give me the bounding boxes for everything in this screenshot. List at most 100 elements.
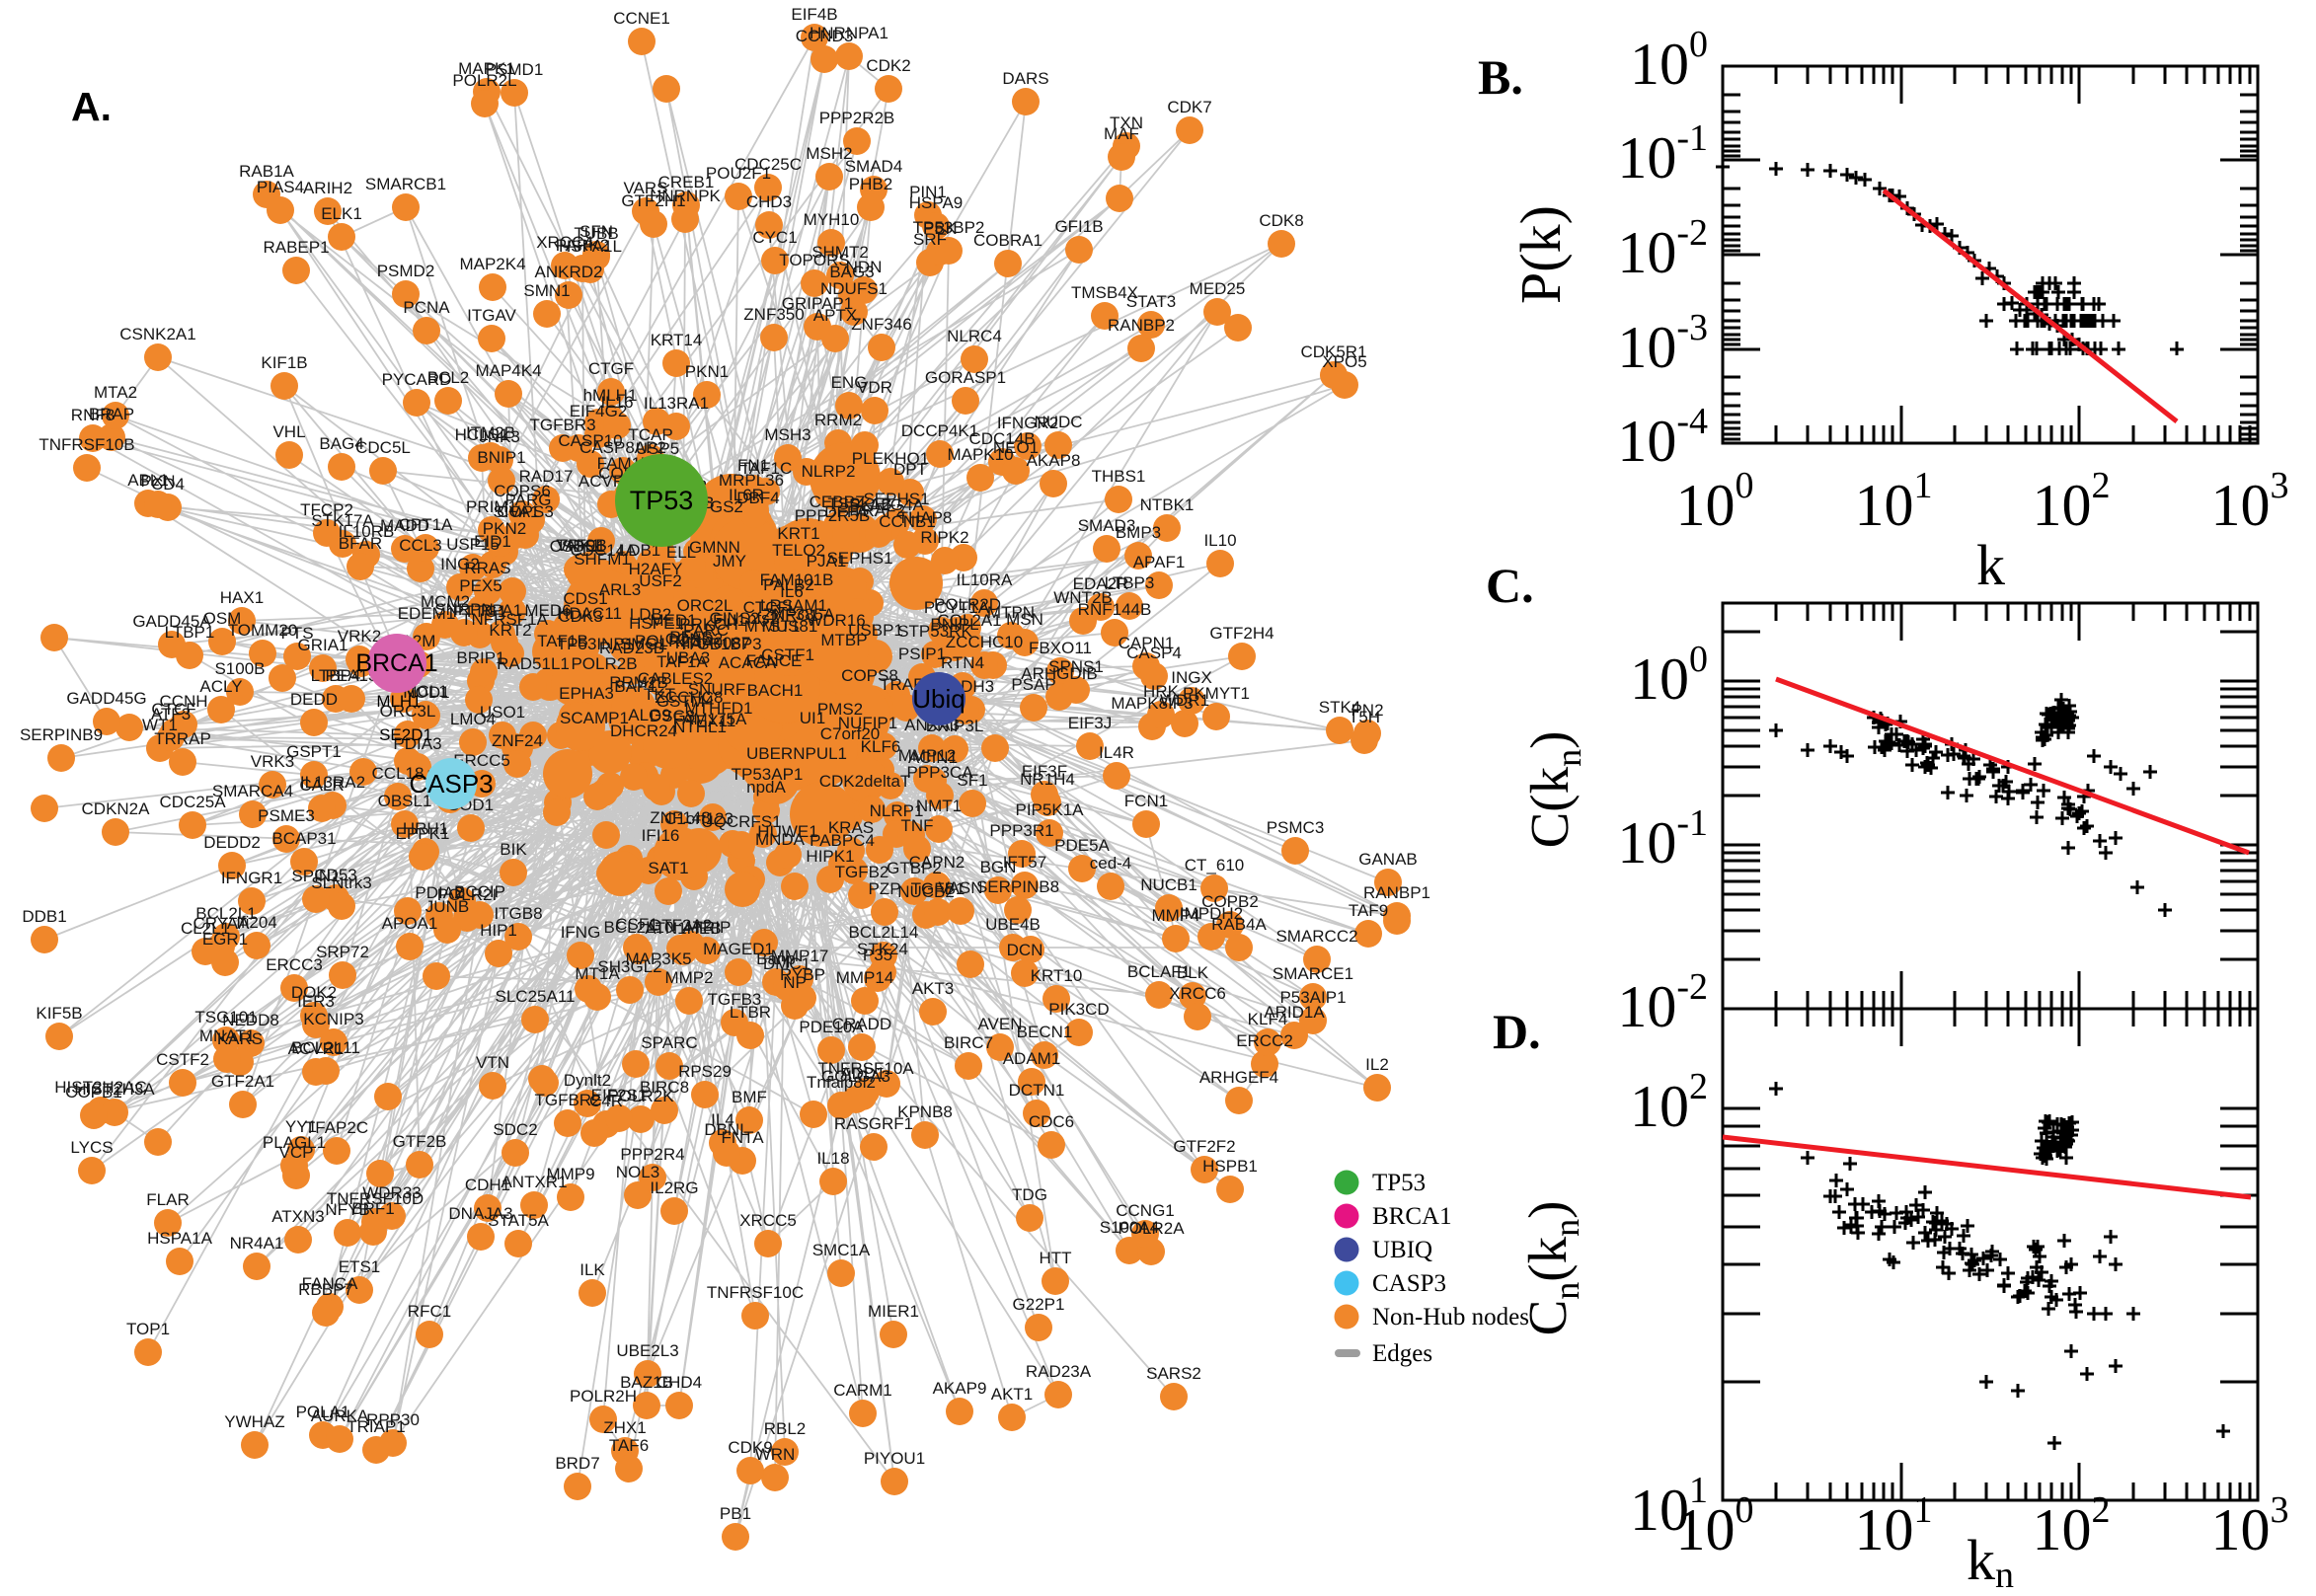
svg-text:PARG: PARG [505, 491, 552, 509]
svg-text:DEDD: DEDD [290, 690, 338, 709]
svg-text:IMPDH2: IMPDH2 [1180, 904, 1243, 923]
svg-text:KIAA0087: KIAA0087 [675, 634, 751, 652]
svg-text:PDE5A: PDE5A [1054, 836, 1110, 855]
svg-text:AKT1: AKT1 [991, 1385, 1034, 1404]
svg-text:TGFB1: TGFB1 [911, 879, 965, 898]
svg-text:WT1: WT1 [142, 716, 178, 734]
svg-text:IL4R: IL4R [1099, 743, 1134, 762]
svg-text:DEDD2: DEDD2 [203, 833, 261, 852]
svg-text:MMP9: MMP9 [546, 1165, 594, 1183]
svg-text:P(k): P(k) [1508, 205, 1573, 304]
svg-text:PKN1: PKN1 [685, 362, 729, 381]
svg-text:IL6R: IL6R [729, 486, 764, 504]
svg-text:PLEKHO1: PLEKHO1 [852, 449, 929, 468]
svg-text:COL2A1: COL2A1 [937, 611, 1001, 630]
svg-text:RTN4: RTN4 [941, 653, 984, 672]
svg-text:NOL3: NOL3 [616, 1163, 659, 1181]
svg-text:EPPK1: EPPK1 [396, 824, 450, 843]
svg-text:WNT2B: WNT2B [1053, 588, 1113, 607]
svg-text:UI1: UI1 [800, 709, 825, 727]
svg-text:TRAF2: TRAF2 [852, 501, 905, 520]
svg-text:npdA: npdA [746, 778, 786, 797]
svg-text:NLRP1: NLRP1 [870, 801, 924, 820]
svg-text:PSMC3: PSMC3 [1267, 818, 1325, 837]
svg-text:POLR2L: POLR2L [452, 71, 516, 90]
svg-text:CDC5L: CDC5L [355, 438, 411, 457]
svg-text:ETS1: ETS1 [339, 1257, 381, 1276]
svg-text:TGFBR2: TGFBR2 [534, 1091, 600, 1109]
svg-text:IFI16: IFI16 [642, 826, 680, 845]
svg-text:FANCA: FANCA [302, 1274, 358, 1293]
svg-text:TMSB4X: TMSB4X [1071, 283, 1138, 302]
svg-text:IL13RA1: IL13RA1 [644, 394, 709, 413]
svg-text:PSIP1: PSIP1 [898, 645, 946, 663]
svg-text:GTF2H4: GTF2H4 [1209, 624, 1274, 643]
svg-text:NP: NP [783, 973, 807, 992]
svg-text:PLAGL1: PLAGL1 [263, 1133, 326, 1152]
svg-text:IL6: IL6 [780, 582, 804, 601]
svg-text:PALB2: PALB2 [763, 575, 814, 594]
svg-text:CDK9: CDK9 [728, 1438, 772, 1457]
svg-text:FAM101B: FAM101B [760, 570, 834, 589]
svg-text:EIF4B: EIF4B [791, 5, 837, 24]
svg-text:CCNB1: CCNB1 [879, 512, 936, 531]
svg-text:BRCA1: BRCA1 [355, 649, 437, 677]
svg-text:PKMYT1: PKMYT1 [1183, 684, 1250, 703]
svg-text:NUDC: NUDC [1034, 413, 1082, 431]
svg-text:PRKCH: PRKCH [679, 615, 738, 634]
svg-text:TAF9: TAF9 [1349, 901, 1388, 920]
svg-text:CDK2: CDK2 [866, 56, 910, 75]
svg-text:MMP4: MMP4 [1151, 906, 1199, 925]
svg-text:MTPN: MTPN [987, 603, 1035, 622]
svg-text:BIK: BIK [500, 840, 527, 859]
svg-text:ATN1HEB: ATN1HEB [645, 919, 721, 938]
svg-text:FCN1: FCN1 [1124, 792, 1168, 810]
svg-text:VRK2: VRK2 [338, 627, 381, 646]
svg-text:KPNB8: KPNB8 [897, 1102, 953, 1121]
svg-text:ING2: ING2 [440, 555, 480, 573]
svg-text:CDC14A: CDC14A [570, 541, 637, 560]
svg-text:MNDA: MNDA [755, 830, 806, 849]
svg-text:BNIPL: BNIPL [930, 615, 978, 634]
svg-text:GRIA1: GRIA1 [297, 636, 347, 654]
svg-text:PPP3R1: PPP3R1 [989, 821, 1053, 840]
svg-text:WRN: WRN [755, 1445, 796, 1464]
svg-text:CDKN2A: CDKN2A [82, 799, 151, 818]
svg-text:ZNF346: ZNF346 [851, 315, 911, 334]
svg-text:HRK: HRK [1143, 682, 1180, 701]
svg-text:TEX11: TEX11 [686, 712, 736, 730]
svg-text:ALG9: ALG9 [628, 706, 670, 724]
svg-text:STK17A: STK17A [311, 511, 374, 530]
svg-text:DFFA: DFFA [824, 502, 868, 521]
svg-text:RASGRF1: RASGRF1 [834, 1114, 913, 1133]
svg-text:SNRPN: SNRPN [434, 600, 494, 619]
svg-text:CDK3: CDK3 [558, 607, 602, 626]
svg-text:GFI1B: GFI1B [1054, 217, 1103, 236]
svg-text:SE2D1: SE2D1 [379, 725, 432, 744]
svg-text:TELO2: TELO2 [772, 541, 825, 560]
svg-text:PABPC4: PABPC4 [810, 831, 875, 850]
svg-text:XRCC5: XRCC5 [739, 1211, 797, 1230]
svg-text:GADD45G: GADD45G [66, 689, 146, 708]
svg-text:MAPK8IP3: MAPK8IP3 [1111, 694, 1193, 713]
svg-text:UBA3: UBA3 [666, 648, 710, 667]
svg-text:IL16: IL16 [600, 393, 633, 412]
svg-text:FBXO11: FBXO11 [1029, 639, 1092, 657]
svg-text:FLAR: FLAR [146, 1190, 189, 1209]
svg-text:PSME3: PSME3 [258, 806, 315, 825]
svg-text:HSPA9: HSPA9 [909, 193, 964, 212]
svg-text:PKN2: PKN2 [483, 519, 526, 538]
svg-text:DHCR24: DHCR24 [610, 722, 677, 740]
svg-text:S100A4: S100A4 [1100, 1218, 1160, 1237]
svg-text:SPNS1: SPNS1 [1048, 657, 1104, 676]
svg-text:PEX5: PEX5 [459, 576, 502, 595]
svg-text:SMARCB1: SMARCB1 [365, 175, 446, 193]
svg-text:SMAD3: SMAD3 [1078, 516, 1136, 535]
svg-text:PIAS4: PIAS4 [257, 178, 304, 196]
svg-text:IL2: IL2 [1365, 1055, 1389, 1074]
svg-text:BMP3: BMP3 [1116, 523, 1161, 542]
svg-text:POLR2I: POLR2I [437, 885, 497, 904]
svg-text:Dynlt2: Dynlt2 [564, 1071, 611, 1090]
svg-text:TAF1C: TAF1C [740, 459, 793, 478]
svg-text:KRT1: KRT1 [777, 524, 819, 543]
